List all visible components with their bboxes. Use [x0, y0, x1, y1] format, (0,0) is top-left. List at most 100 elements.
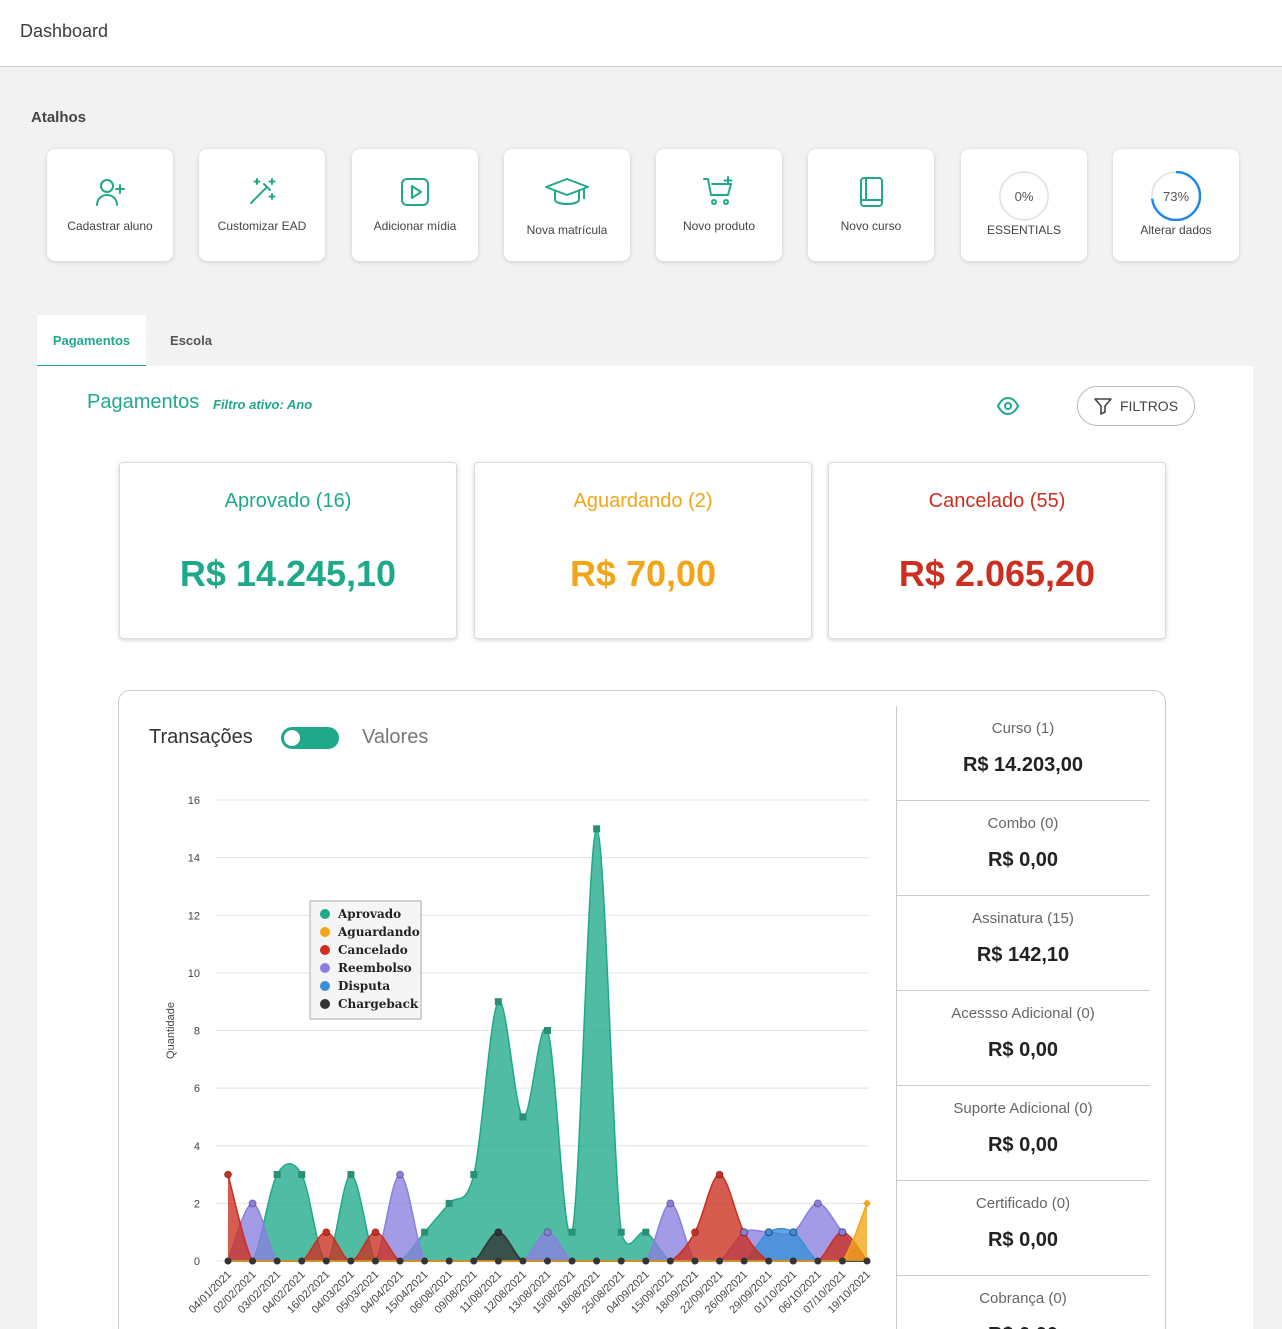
point-aprovado [642, 1228, 650, 1236]
summary-label: Curso (1) [991, 720, 1055, 737]
filters-button-label: FILTROS [1119, 398, 1179, 414]
shortcut-novo-produto[interactable]: Novo produto [656, 149, 782, 261]
baseline-point [863, 1257, 871, 1265]
shortcut-nova-matricula[interactable]: Nova matrícula [504, 149, 630, 261]
summary-item: Combo (0) R$ 0,00 [896, 801, 1150, 896]
point-aprovado [593, 825, 601, 833]
filter-icon [1094, 398, 1112, 415]
baseline-point [249, 1257, 257, 1265]
baseline-point [593, 1257, 601, 1265]
legend-box [309, 900, 422, 1020]
progress-text: 0% [1014, 188, 1034, 204]
point-aprovado [347, 1171, 355, 1179]
shortcut-label: Adicionar mídia [373, 219, 457, 233]
legend-entry: Disputa [338, 979, 390, 993]
y-axis-label: Quantidade [165, 1002, 177, 1059]
summary-label: Acessso Adicional (0) [951, 1005, 1095, 1022]
shortcut-label: Novo produto [682, 219, 756, 233]
baseline-point [470, 1257, 478, 1265]
progress-ring: 0% [999, 171, 1049, 221]
tab-pagamentos[interactable]: Pagamentos [37, 315, 146, 367]
summary-item: Acessso Adicional (0) R$ 0,00 [896, 991, 1150, 1086]
kpi-value: R$ 2.065,20 [898, 553, 1096, 594]
kpi-value: R$ 70,00 [569, 553, 717, 594]
chart-mode-toggle[interactable] [281, 727, 339, 749]
point-reembolso [543, 1228, 552, 1237]
baseline-point [224, 1257, 232, 1265]
point-reembolso [248, 1199, 257, 1208]
summary-value: R$ 14.203,00 [962, 754, 1084, 776]
top-bar: Dashboard [0, 0, 1282, 67]
shortcut-essentials[interactable]: 0% ESSENTIALS [961, 149, 1087, 261]
baseline-point [421, 1257, 429, 1265]
baseline-point [716, 1257, 724, 1265]
summary-item: Certificado (0) R$ 0,00 [896, 1181, 1150, 1276]
legend-marker [320, 945, 330, 955]
shortcut-customizar-ead[interactable]: Customizar EAD [199, 149, 325, 261]
baseline-point [789, 1257, 797, 1265]
toggle-label-transacoes: Transações [149, 726, 253, 748]
point-aprovado [298, 1171, 306, 1179]
legend-entry: Aguardando [337, 925, 420, 939]
summary-value: R$ 0,00 [896, 1324, 1150, 1329]
summary-label: Combo (0) [987, 815, 1059, 832]
point-cancelado [224, 1170, 232, 1179]
summary-list: Curso (1) R$ 14.203,00 Combo (0) R$ 0,00 Ass… [896, 706, 1150, 1329]
shortcut-adicionar-midia[interactable]: Adicionar mídia [352, 149, 478, 261]
y-tick-label: 2 [194, 1198, 200, 1210]
shortcut-label: Novo curso [840, 219, 902, 233]
legend-entry: Reembolso [338, 961, 412, 975]
point-cancelado [715, 1170, 724, 1179]
filters-button[interactable]: FILTROS [1077, 386, 1195, 426]
baseline-point [298, 1257, 306, 1265]
summary-label: Suporte Adicional (0) [953, 1100, 1093, 1117]
legend-marker [320, 999, 330, 1009]
baseline-point [371, 1257, 379, 1265]
kpi-label: Aguardando (2) [573, 490, 713, 512]
shortcut-label: Cadastrar aluno [67, 219, 153, 233]
baseline-point [396, 1257, 404, 1265]
y-tick-label: 10 [188, 968, 200, 980]
kpi-label: Cancelado (55) [928, 490, 1066, 512]
shortcut-label: Customizar EAD [217, 219, 307, 233]
baseline-point [445, 1257, 453, 1265]
eye-icon[interactable] [996, 395, 1020, 422]
summary-value: R$ 0,00 [987, 1134, 1059, 1156]
point-reembolso [396, 1170, 405, 1179]
progress-ring: 73% [1151, 171, 1201, 221]
progress-text: 73% [1162, 188, 1190, 204]
summary-label: Cobrança (0) [979, 1290, 1067, 1307]
baseline-point [666, 1257, 674, 1265]
shortcut-label: Alterar dados [1140, 223, 1212, 237]
baseline-point [765, 1257, 773, 1265]
shortcut-novo-curso[interactable]: Novo curso [808, 149, 934, 261]
shortcut-alterar-dados[interactable]: 73% Alterar dados [1113, 149, 1239, 261]
series-area-cancelado [228, 1174, 867, 1261]
baseline-point [519, 1257, 527, 1265]
legend-entry: Aprovado [337, 907, 401, 921]
baseline-point [544, 1257, 551, 1265]
baseline-point [740, 1257, 748, 1265]
summary-label: Certificado (0) [975, 1195, 1071, 1212]
payments-title: Pagamentos [87, 391, 200, 413]
point-aguardando [863, 1199, 871, 1208]
point-aprovado [519, 1113, 527, 1121]
legend-entry: Cancelado [338, 943, 408, 957]
series-area-reembolso [228, 1174, 867, 1261]
shortcut-cadastrar-aluno[interactable]: Cadastrar aluno [47, 149, 173, 261]
y-tick-label: 8 [194, 1026, 200, 1038]
y-tick-label: 16 [188, 795, 200, 807]
point-aprovado [568, 1228, 576, 1236]
point-disputa [764, 1228, 773, 1237]
summary-item: Suporte Adicional (0) R$ 0,00 [896, 1086, 1150, 1181]
shortcut-label: Nova matrícula [526, 223, 608, 237]
active-filter-label: Filtro ativo: Ano [213, 397, 313, 412]
summary-item: Assinatura (15) R$ 142,10 [896, 896, 1150, 991]
kpi-value: R$ 14.245,10 [179, 553, 397, 594]
y-tick-label: 0 [194, 1256, 200, 1268]
summary-item: Cobrança (0) R$ 0,00 [896, 1276, 1150, 1329]
transactions-chart: 0246810121416Quantidade04/01/202102/02/2… [165, 795, 873, 1316]
progress-arc [1151, 171, 1201, 221]
play-icon [401, 178, 429, 206]
tab-escola[interactable]: Escola [170, 333, 212, 348]
